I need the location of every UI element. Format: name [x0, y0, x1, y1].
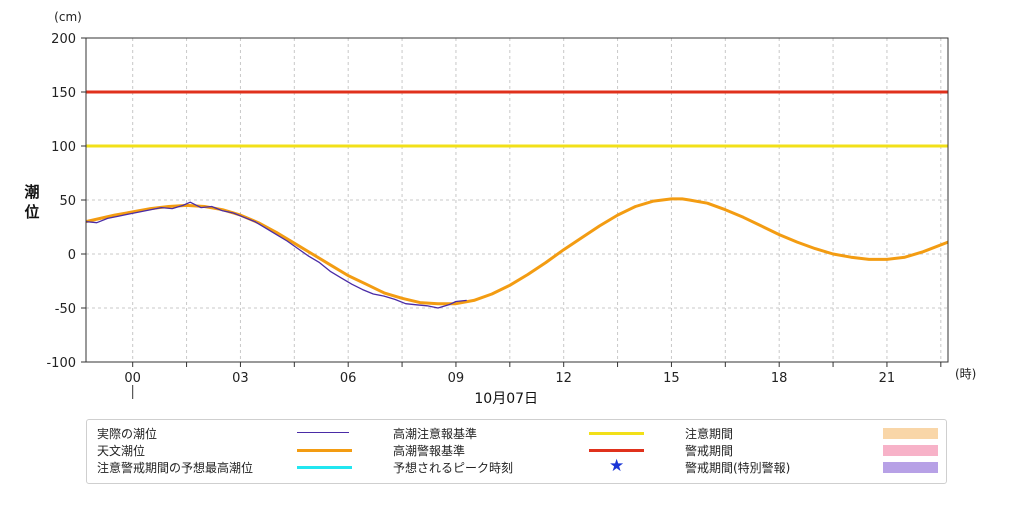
star-icon: ★	[609, 456, 625, 476]
astronomical-tide-line	[85, 197, 949, 306]
y-axis-label: 潮位	[24, 183, 39, 221]
date-label: 10月07日	[474, 391, 538, 407]
x-tick-label: 03	[232, 371, 249, 386]
x-tick-label: 00	[124, 371, 141, 386]
y-tick-label: 100	[51, 140, 76, 155]
y-tick-label: 200	[51, 32, 76, 47]
x-tick-label: 12	[555, 371, 572, 386]
x-axis-ticks: 00 03 06 09 12 15 18 21	[124, 362, 942, 399]
y-tick-label: -50	[55, 302, 76, 317]
x-unit-label: (時)	[955, 367, 976, 381]
legend: 実際の潮位天文潮位注意警戒期間の予想最高潮位 高潮注意報基準 高潮警報基準予想される…	[86, 419, 947, 484]
x-tick-label: 21	[879, 371, 896, 386]
x-tick-label: 06	[340, 371, 357, 386]
legend-label: 実際の潮位	[97, 427, 158, 441]
observed-tide-line	[85, 201, 467, 309]
x-tick-label: 15	[663, 371, 680, 386]
legend-swatch-box	[883, 445, 938, 456]
grid-lines	[86, 38, 948, 362]
y-tick-label: 150	[51, 86, 76, 101]
y-axis-ticks: -100 -50 0 50 100 150 200	[46, 32, 86, 371]
legend-label: 天文潮位	[97, 444, 146, 458]
legend-swatch-box	[883, 428, 938, 439]
y-tick-label: 50	[59, 194, 76, 209]
legend-label: 警戒期間(特別警報)	[685, 461, 791, 475]
series-lines	[85, 90, 949, 309]
legend-label: 高潮注意報基準	[393, 427, 478, 441]
legend-swatch-line	[297, 466, 352, 469]
legend-swatch-line	[589, 449, 644, 452]
legend-swatch-box	[883, 462, 938, 473]
legend-label: 警戒期間	[685, 444, 734, 458]
x-tick-label: 09	[448, 371, 465, 386]
x-tick-label: 18	[771, 371, 788, 386]
y-unit-label: (cm)	[54, 10, 82, 24]
tide-chart: -100 -50 0 50 100 150 200 00 03 06 09 12 15 18 21 (cm…	[24, 10, 976, 407]
legend-label: 予想されるピーク時刻	[393, 461, 514, 475]
y-tick-label: 0	[68, 248, 76, 263]
plot-frame	[85, 37, 949, 363]
legend-swatch-line	[297, 449, 352, 452]
legend-swatch-line	[297, 432, 349, 433]
y-tick-label: -100	[46, 356, 76, 371]
legend-label: 注意警戒期間の予想最高潮位	[97, 461, 254, 475]
legend-swatch-line	[589, 432, 644, 435]
legend-label: 注意期間	[685, 427, 734, 441]
legend-label: 高潮警報基準	[393, 444, 466, 458]
